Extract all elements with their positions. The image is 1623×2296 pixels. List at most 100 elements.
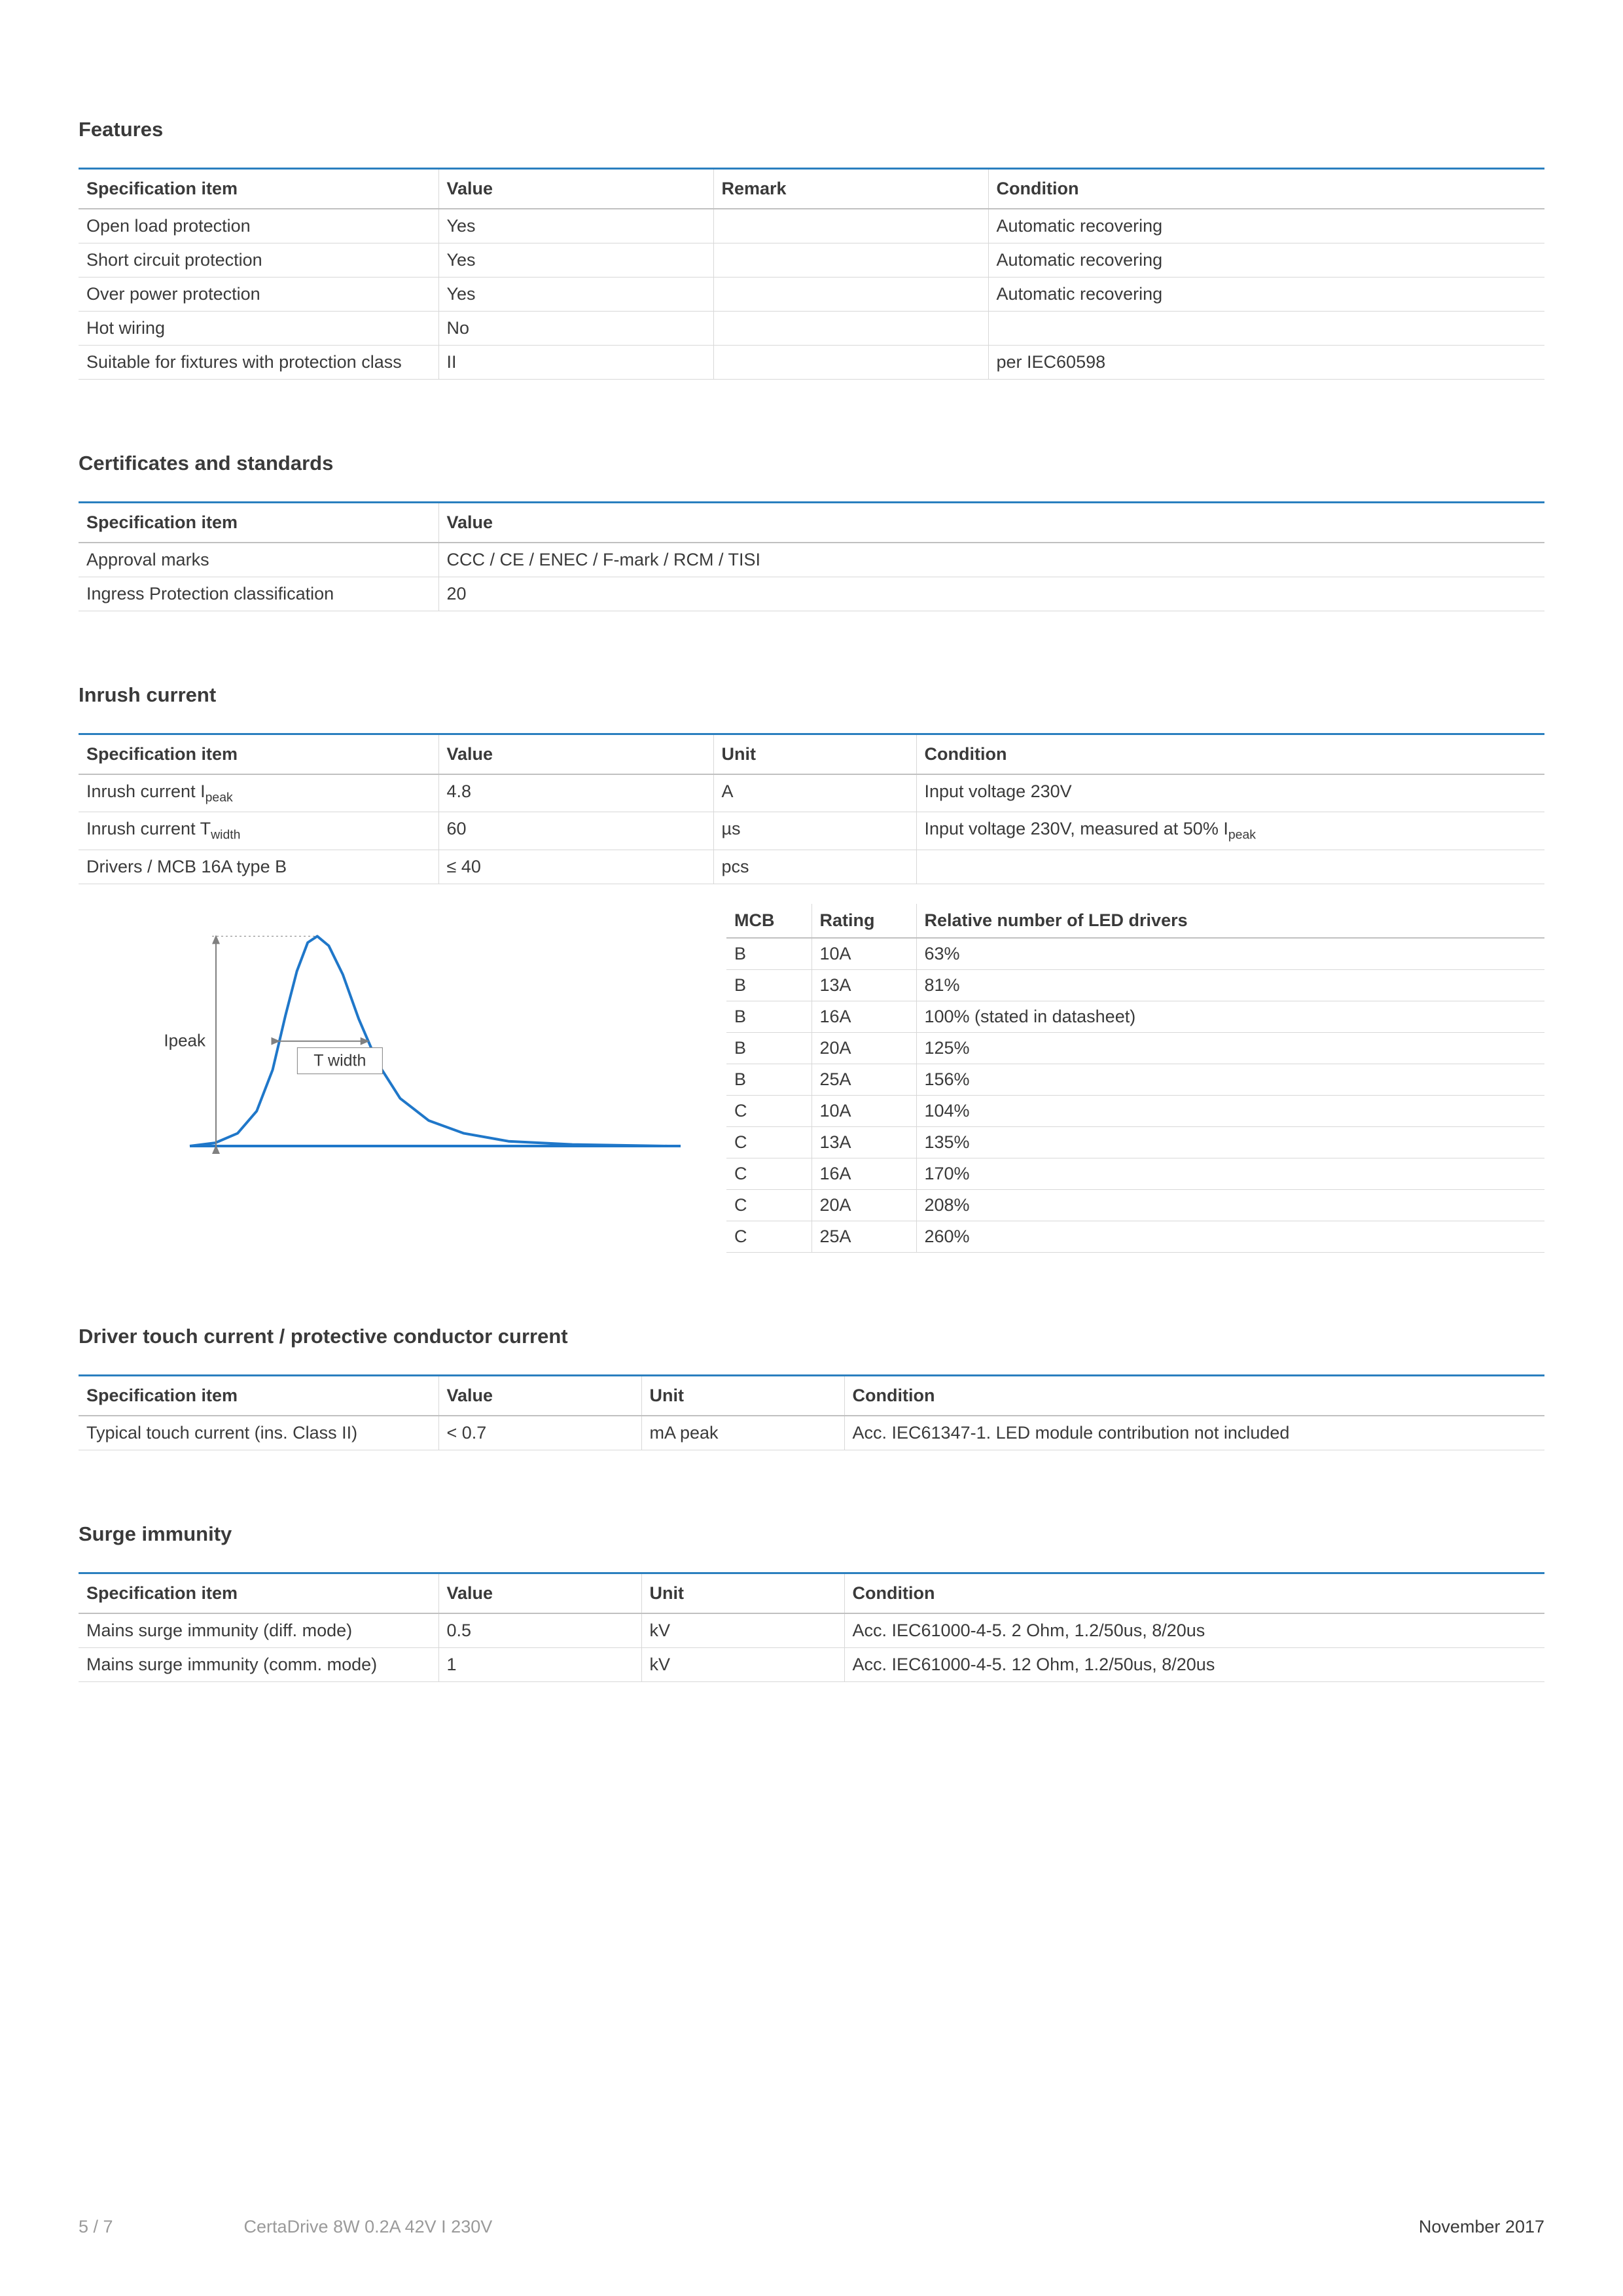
table-cell: 170% (916, 1158, 1544, 1189)
table-row: Mains surge immunity (comm. mode)1kVAcc.… (79, 1647, 1544, 1681)
table-cell: 25A (812, 1064, 916, 1095)
table-cell: 135% (916, 1126, 1544, 1158)
table-cell: 13A (812, 969, 916, 1001)
table-row: C25A260% (726, 1221, 1544, 1252)
table-cell: Over power protection (79, 278, 438, 312)
table-cell: 4.8 (438, 774, 713, 812)
touch-table: Specification item Value Unit Condition … (79, 1374, 1544, 1450)
col-header: Value (438, 1573, 641, 1613)
table-row: Short circuit protectionYes Automatic rec… (79, 243, 1544, 278)
col-header: Unit (713, 734, 916, 775)
table-cell: pcs (713, 850, 916, 884)
table-cell: 16A (812, 1158, 916, 1189)
col-header: Value (438, 1375, 641, 1416)
col-header: MCB (726, 904, 812, 938)
table-row: C20A208% (726, 1189, 1544, 1221)
table-cell: Short circuit protection (79, 243, 438, 278)
table-cell: µs (713, 812, 916, 850)
table-cell: 60 (438, 812, 713, 850)
certs-title: Certificates and standards (79, 452, 1544, 475)
table-row: B16A100% (stated in datasheet) (726, 1001, 1544, 1032)
table-row: Ingress Protection classification20 (79, 577, 1544, 611)
col-header: Value (438, 734, 713, 775)
table-cell: C (726, 1095, 812, 1126)
table-row: C16A170% (726, 1158, 1544, 1189)
table-cell: kV (641, 1613, 844, 1648)
table-row: B13A81% (726, 969, 1544, 1001)
table-row: Typical touch current (ins. Class II)< 0… (79, 1416, 1544, 1450)
col-header: Specification item (79, 1573, 438, 1613)
table-cell: Yes (438, 243, 713, 278)
table-cell: 81% (916, 969, 1544, 1001)
table-row: Mains surge immunity (diff. mode)0.5kVAc… (79, 1613, 1544, 1648)
inrush-chart: IpeakT width (79, 904, 700, 1253)
col-header: Remark (713, 169, 988, 209)
certs-section: Certificates and standards Specification… (79, 452, 1544, 611)
table-cell: II (438, 346, 713, 380)
table-row: B20A125% (726, 1032, 1544, 1064)
table-cell: 10A (812, 938, 916, 970)
table-cell: Suitable for fixtures with protection cl… (79, 346, 438, 380)
table-row: Open load protectionYesAutomatic recover… (79, 209, 1544, 243)
touch-title: Driver touch current / protective conduc… (79, 1325, 1544, 1348)
subscript: width (211, 828, 240, 842)
table-cell: 25A (812, 1221, 916, 1252)
table-cell: Acc. IEC61000-4-5. 2 Ohm, 1.2/50us, 8/20… (844, 1613, 1544, 1648)
table-cell: 104% (916, 1095, 1544, 1126)
table-cell: Drivers / MCB 16A type B (79, 850, 438, 884)
table-row: Inrush current Ipeak4.8AInput voltage 23… (79, 774, 1544, 812)
table-row: C10A104% (726, 1095, 1544, 1126)
table-cell: Inrush current Ipeak (79, 774, 438, 812)
table-cell: per IEC60598 (988, 346, 1544, 380)
inrush-table: Specification item Value Unit Condition … (79, 733, 1544, 884)
table-cell: 20A (812, 1032, 916, 1064)
table-cell: ≤ 40 (438, 850, 713, 884)
table-cell (916, 850, 1544, 884)
features-table: Specification item Value Remark Conditio… (79, 168, 1544, 380)
surge-title: Surge immunity (79, 1522, 1544, 1546)
col-header: Condition (844, 1573, 1544, 1613)
subscript: peak (205, 790, 233, 804)
table-cell: Yes (438, 209, 713, 243)
table-cell: C (726, 1158, 812, 1189)
features-section: Features Specification item Value Remark… (79, 118, 1544, 380)
table-cell (988, 312, 1544, 346)
col-header: Condition (844, 1375, 1544, 1416)
table-cell: B (726, 1032, 812, 1064)
page-footer: 5 / 7 CertaDrive 8W 0.2A 42V I 230V Nove… (79, 2217, 1544, 2237)
inrush-section: Inrush current Specification item Value … (79, 683, 1544, 1253)
table-cell: C (726, 1126, 812, 1158)
table-cell: A (713, 774, 916, 812)
col-header: Specification item (79, 503, 438, 543)
table-cell: Approval marks (79, 543, 438, 577)
table-row: C13A135% (726, 1126, 1544, 1158)
col-header: Relative number of LED drivers (916, 904, 1544, 938)
table-cell: 20A (812, 1189, 916, 1221)
table-row: Over power protectionYesAutomatic recove… (79, 278, 1544, 312)
table-cell: < 0.7 (438, 1416, 641, 1450)
table-cell: B (726, 1001, 812, 1032)
table-cell: 16A (812, 1001, 916, 1032)
certs-table: Specification item Value Approval marksC… (79, 501, 1544, 611)
table-cell: Open load protection (79, 209, 438, 243)
table-cell: CCC / CE / ENEC / F-mark / RCM / TISI (438, 543, 1544, 577)
table-cell: Acc. IEC61000-4-5. 12 Ohm, 1.2/50us, 8/2… (844, 1647, 1544, 1681)
table-cell: Inrush current Twidth (79, 812, 438, 850)
table-row: Hot wiringNo (79, 312, 1544, 346)
table-cell: mA peak (641, 1416, 844, 1450)
table-cell: Hot wiring (79, 312, 438, 346)
table-cell (713, 278, 988, 312)
table-cell: Yes (438, 278, 713, 312)
col-header: Value (438, 169, 713, 209)
table-cell: 156% (916, 1064, 1544, 1095)
table-row: B10A63% (726, 938, 1544, 970)
table-cell: 63% (916, 938, 1544, 970)
table-row: Drivers / MCB 16A type B≤ 40pcs (79, 850, 1544, 884)
table-cell: B (726, 1064, 812, 1095)
table-cell: Automatic recovering (988, 243, 1544, 278)
surge-table: Specification item Value Unit Condition … (79, 1572, 1544, 1682)
col-header: Rating (812, 904, 916, 938)
footer-date: November 2017 (1419, 2217, 1544, 2237)
table-cell: 208% (916, 1189, 1544, 1221)
col-header: Value (438, 503, 1544, 543)
